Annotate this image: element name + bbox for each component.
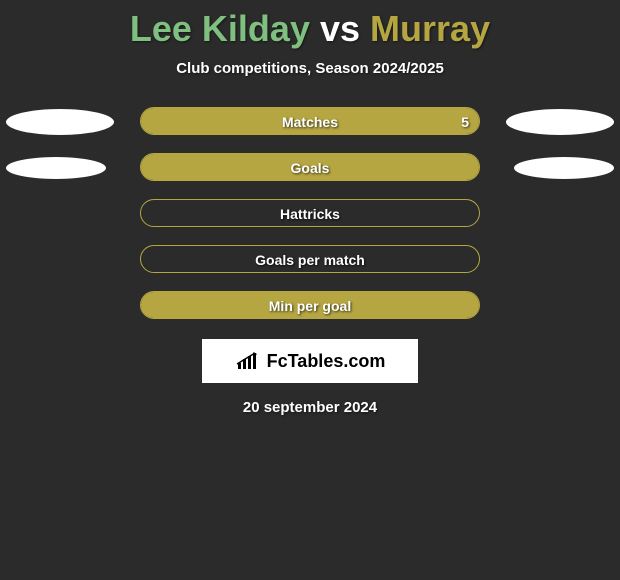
bar-track: Hattricks xyxy=(140,199,480,227)
bar-track: Goals xyxy=(140,153,480,181)
bar-track: Goals per match xyxy=(140,245,480,273)
bar-label: Matches xyxy=(141,108,479,135)
bar-label: Goals per match xyxy=(141,246,479,273)
bar-track: Matches5 xyxy=(140,107,480,135)
bar-label: Hattricks xyxy=(141,200,479,227)
bar-label: Goals xyxy=(141,154,479,181)
bar-track: Min per goal xyxy=(140,291,480,319)
bar-label: Min per goal xyxy=(141,292,479,319)
bar-value: 5 xyxy=(461,108,469,135)
player2-name: Murray xyxy=(370,8,490,49)
stat-row: Hattricks xyxy=(0,199,620,229)
vs-text: vs xyxy=(320,8,360,49)
chart-icon xyxy=(235,351,263,371)
left-ellipse xyxy=(6,109,114,135)
stat-row: Matches5 xyxy=(0,107,620,137)
stat-row: Min per goal xyxy=(0,291,620,321)
logo-text: FcTables.com xyxy=(267,351,386,372)
stat-row: Goals xyxy=(0,153,620,183)
date-text: 20 september 2024 xyxy=(0,399,620,416)
logo-box: FcTables.com xyxy=(202,339,418,383)
left-ellipse xyxy=(6,157,106,179)
right-ellipse xyxy=(506,109,614,135)
right-ellipse xyxy=(514,157,614,179)
subtitle: Club competitions, Season 2024/2025 xyxy=(0,60,620,77)
stat-row: Goals per match xyxy=(0,245,620,275)
logo: FcTables.com xyxy=(235,351,386,372)
player1-name: Lee Kilday xyxy=(130,8,310,49)
comparison-title: Lee Kilday vs Murray xyxy=(0,0,620,50)
stat-rows: Matches5 Goals Hattricks Goals per match Min… xyxy=(0,107,620,321)
